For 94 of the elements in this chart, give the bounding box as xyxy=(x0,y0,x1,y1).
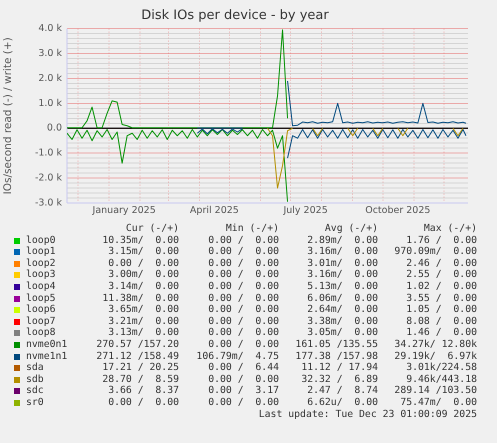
y-tick-label: -3.0 k xyxy=(34,197,62,208)
text: 270.57 /157.20 xyxy=(96,338,179,351)
text: Min (-/+) xyxy=(226,223,279,235)
text: 1.02 / 0.00 xyxy=(406,280,477,293)
text: 0.00 / 0.00 xyxy=(208,280,279,293)
text: 3.21m/ 0.00 xyxy=(108,316,179,328)
y-tick-label: 4.0 k xyxy=(38,23,62,34)
text: 289.14 /103.50 xyxy=(394,385,477,397)
text: 0.00 / 0.00 xyxy=(208,338,279,351)
text: 29.19k/ 6.97k xyxy=(394,350,477,362)
text: 3.65m/ 0.00 xyxy=(108,304,179,316)
y-tick-label: 1.0 k xyxy=(38,98,62,109)
legend-label: loop6 xyxy=(26,304,56,316)
legend-label: nvme1n1 xyxy=(26,350,68,362)
text: 3.15m/ 0.00 xyxy=(108,246,179,258)
text: 2.89m/ 0.00 xyxy=(307,234,378,246)
x-tick-label: April 2025 xyxy=(190,205,239,216)
text: 3.01k/224.58 xyxy=(406,362,477,374)
text: 0.00 / 0.00 xyxy=(208,396,279,408)
legend-label: loop1 xyxy=(26,246,56,258)
y-tick-label: 2.0 k xyxy=(38,72,62,84)
text: 0.00 / 0.00 xyxy=(208,258,279,270)
legend-label: sdc xyxy=(26,385,44,397)
y-tick-label: -2.0 k xyxy=(34,172,62,184)
text: 3.01m/ 0.00 xyxy=(307,258,378,270)
text: 11.12 / 17.94 xyxy=(301,362,378,374)
text: 3.16m/ 0.00 xyxy=(307,269,378,281)
text: 3.05m/ 0.00 xyxy=(307,327,378,339)
x-tick-label: January 2025 xyxy=(92,205,156,216)
text: 0.00 / 0.00 xyxy=(108,396,179,408)
text: 0.00 / 0.00 xyxy=(208,292,279,304)
text: Max (-/+) xyxy=(424,223,477,235)
text: 3.66 / 8.37 xyxy=(108,385,179,397)
text: 0.00 / 0.00 xyxy=(208,234,279,246)
text: 3.00m/ 0.00 xyxy=(108,269,179,281)
x-tick-label: October 2025 xyxy=(365,205,430,216)
text: 28.70 / 8.59 xyxy=(102,374,179,386)
text: 3.13m/ 0.00 xyxy=(108,327,179,339)
legend-label: sr0 xyxy=(26,396,44,408)
text: 8.08 / 0.00 xyxy=(406,316,477,328)
text: 177.38 /157.98 xyxy=(295,350,378,362)
text: 2.46 / 0.00 xyxy=(406,258,477,270)
legend-label: loop4 xyxy=(26,280,56,293)
text: 75.47m/ 0.00 xyxy=(400,396,477,408)
legend-label: loop2 xyxy=(26,258,56,270)
text: 0.00 / 0.00 xyxy=(208,327,279,339)
text: 0.00 / 6.44 xyxy=(208,362,279,374)
text: 0.00 / 0.00 xyxy=(108,258,179,270)
y-tick-label: 3.0 k xyxy=(38,48,62,59)
text: 3.38m/ 0.00 xyxy=(307,316,378,328)
chart-title: Disk IOs per device - by year xyxy=(141,8,330,24)
legend-label: loop3 xyxy=(26,269,56,281)
text: 5.13m/ 0.00 xyxy=(307,280,378,293)
text: 3.16m/ 0.00 xyxy=(307,246,378,258)
text: 0.00 / 0.00 xyxy=(208,316,279,328)
legend-label: sdb xyxy=(26,374,44,386)
legend-label: nvme0n1 xyxy=(26,338,68,351)
text: 6.62u/ 0.00 xyxy=(307,396,378,408)
text: 11.38m/ 0.00 xyxy=(102,292,179,304)
legend-label: loop8 xyxy=(26,327,56,339)
text: 32.32 / 6.89 xyxy=(301,374,378,386)
legend-label: loop5 xyxy=(26,292,56,304)
legend-label: loop0 xyxy=(26,234,56,246)
text: 9.46k/443.18 xyxy=(406,374,477,386)
text: 0.00 / 3.17 xyxy=(208,385,279,397)
text: Avg (-/+) xyxy=(324,223,378,235)
y-tick-label: -1.0 k xyxy=(34,148,62,159)
text: 2.55 / 0.00 xyxy=(406,269,477,281)
text: 17.21 / 20.25 xyxy=(102,362,179,374)
text: 2.47 / 8.74 xyxy=(307,385,378,397)
text: 0.00 / 0.00 xyxy=(208,269,279,281)
legend-label: loop7 xyxy=(26,316,56,328)
text: 3.14m/ 0.00 xyxy=(108,280,179,293)
text: 106.79m/ 4.75 xyxy=(196,350,279,362)
text: 0.00 / 0.00 xyxy=(208,374,279,386)
text: 1.46 / 0.00 xyxy=(406,327,477,339)
text: 6.06m/ 0.00 xyxy=(307,292,378,304)
text: 10.35m/ 0.00 xyxy=(102,234,179,246)
text: 970.09m/ 0.00 xyxy=(394,246,477,258)
y-axis-title: IOs/second read (-) / write (+) xyxy=(2,37,14,194)
text: 3.55 / 0.00 xyxy=(406,292,477,304)
text: 2.64m/ 0.00 xyxy=(307,304,378,316)
text: 34.27k/ 12.80k xyxy=(394,338,477,351)
text: 1.05 / 0.00 xyxy=(406,304,477,316)
text: Cur (-/+) xyxy=(126,223,179,235)
text: 271.12 /158.49 xyxy=(96,350,179,362)
text: 161.05 /135.55 xyxy=(295,338,378,351)
text: 1.76 / 0.00 xyxy=(406,234,477,246)
legend-label: sda xyxy=(26,362,44,374)
x-tick-label: July 2025 xyxy=(282,205,328,216)
text: Last update: Tue Dec 23 01:00:09 2025 xyxy=(258,408,477,420)
text: 0.00 / 0.00 xyxy=(208,246,279,258)
y-tick-label: 0.0 xyxy=(46,122,62,134)
text: 0.00 / 0.00 xyxy=(208,304,279,316)
